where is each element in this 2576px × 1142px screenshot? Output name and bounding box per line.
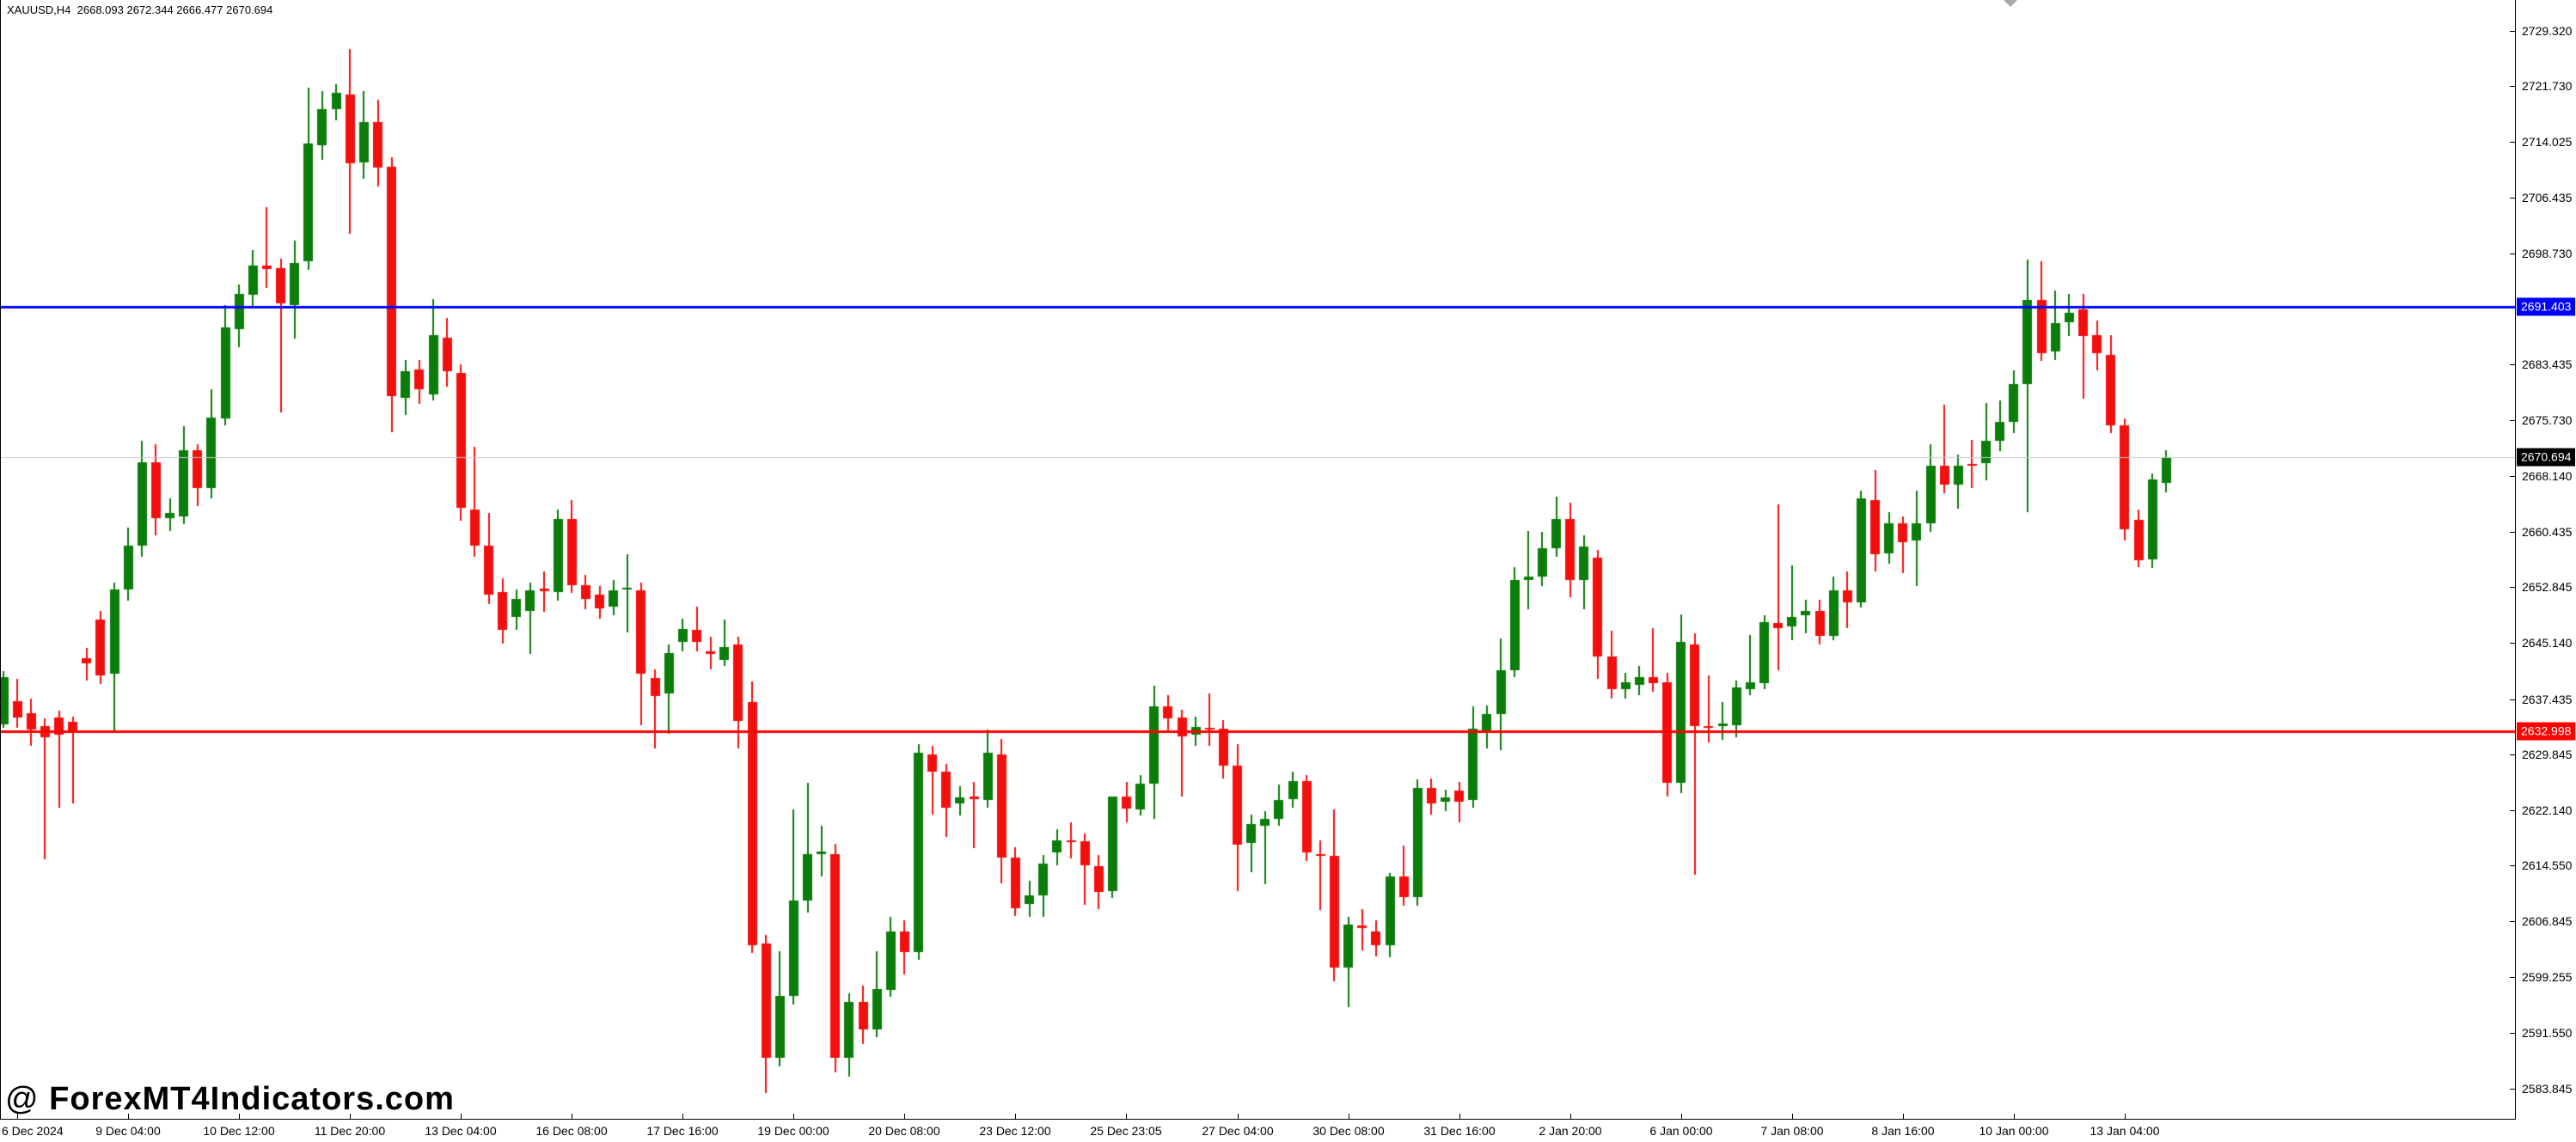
time-tick-mark bbox=[461, 1114, 462, 1119]
time-tick-label: 8 Jan 16:00 bbox=[1871, 1124, 1935, 1138]
time-tick-label: 17 Dec 16:00 bbox=[646, 1124, 719, 1138]
time-tick-mark bbox=[793, 1114, 794, 1119]
price-tick-label: 2675.730 bbox=[2522, 413, 2573, 428]
time-tick-label: 19 Dec 00:00 bbox=[757, 1124, 829, 1138]
time-tick-label: 10 Dec 12:00 bbox=[203, 1124, 275, 1138]
price-tick-mark bbox=[2510, 475, 2516, 477]
price-tick-mark bbox=[2510, 976, 2516, 978]
time-tick-mark bbox=[350, 1114, 351, 1119]
watermark: @ ForexMT4Indicators.com bbox=[5, 1081, 455, 1118]
time-tick-mark bbox=[2125, 1114, 2126, 1119]
support-line-price-badge: 2632.998 bbox=[2517, 722, 2576, 741]
price-tick-mark bbox=[2510, 253, 2516, 254]
price-tick-label: 2721.730 bbox=[2522, 79, 2573, 94]
price-tick-mark bbox=[2510, 587, 2516, 589]
price-tick-label: 2652.845 bbox=[2522, 580, 2573, 595]
price-tick-mark bbox=[2510, 1032, 2516, 1034]
price-tick-label: 2622.140 bbox=[2522, 803, 2573, 817]
price-tick-label: 2698.730 bbox=[2522, 246, 2573, 260]
time-tick-label: 30 Dec 08:00 bbox=[1312, 1124, 1385, 1138]
price-tick-mark bbox=[2510, 809, 2516, 811]
time-tick-mark bbox=[1570, 1114, 1571, 1119]
price-tick-label: 2683.435 bbox=[2522, 357, 2573, 372]
time-tick-label: 10 Jan 00:00 bbox=[1979, 1124, 2049, 1138]
time-tick-label: 13 Dec 04:00 bbox=[425, 1124, 497, 1138]
chart-left-border bbox=[0, 0, 1, 1119]
price-tick-mark bbox=[2510, 921, 2516, 923]
time-tick-mark bbox=[904, 1114, 905, 1119]
time-tick-label: 13 Jan 04:00 bbox=[2090, 1124, 2160, 1138]
time-axis-line bbox=[0, 1119, 2516, 1120]
price-tick-mark bbox=[2510, 754, 2516, 755]
time-tick-mark bbox=[1126, 1114, 1127, 1119]
time-tick-label: 2 Jan 20:00 bbox=[1539, 1124, 1602, 1138]
time-tick-label: 31 Dec 16:00 bbox=[1423, 1124, 1496, 1138]
time-tick-mark bbox=[17, 1114, 18, 1119]
time-tick-label: 6 Dec 2024 bbox=[2, 1124, 64, 1138]
time-tick-label: 7 Jan 08:00 bbox=[1760, 1124, 1824, 1138]
time-tick-mark bbox=[1681, 1114, 1682, 1119]
price-axis-line bbox=[2515, 0, 2516, 1120]
time-tick-label: 25 Dec 23:05 bbox=[1090, 1124, 1162, 1138]
price-tick-mark bbox=[2510, 31, 2516, 32]
time-tick-mark bbox=[682, 1114, 683, 1119]
price-tick-label: 2614.550 bbox=[2522, 858, 2573, 873]
time-tick-label: 11 Dec 20:00 bbox=[314, 1124, 386, 1138]
watermark-text: ForexMT4Indicators.com bbox=[49, 1081, 455, 1117]
price-tick-mark bbox=[2510, 420, 2516, 422]
price-tick-mark bbox=[2510, 531, 2516, 533]
time-tick-mark bbox=[1792, 1114, 1793, 1119]
time-tick-mark bbox=[1015, 1114, 1016, 1119]
price-tick-mark bbox=[2510, 1088, 2516, 1090]
price-tick-label: 2606.845 bbox=[2522, 914, 2573, 929]
time-tick-mark bbox=[1459, 1114, 1460, 1119]
watermark-at: @ bbox=[5, 1081, 50, 1117]
time-tick-mark bbox=[239, 1114, 240, 1119]
chart-shift-marker-icon bbox=[2004, 0, 2017, 7]
price-tick-label: 2714.025 bbox=[2522, 135, 2573, 150]
price-tick-label: 2729.320 bbox=[2522, 24, 2573, 38]
price-tick-mark bbox=[2510, 865, 2516, 867]
price-tick-mark bbox=[2510, 364, 2516, 366]
symbol-ohlc-title: XAUUSD,H4 2668.093 2672.344 2666.477 267… bbox=[7, 3, 273, 16]
price-tick-mark bbox=[2510, 643, 2516, 644]
time-tick-label: 9 Dec 04:00 bbox=[95, 1124, 161, 1138]
time-tick-label: 6 Jan 00:00 bbox=[1649, 1124, 1713, 1138]
price-tick-mark bbox=[2510, 86, 2516, 88]
time-tick-label: 20 Dec 08:00 bbox=[868, 1124, 940, 1138]
price-tick-label: 2591.550 bbox=[2522, 1025, 2573, 1040]
price-tick-label: 2599.255 bbox=[2522, 969, 2573, 984]
price-tick-mark bbox=[2510, 142, 2516, 144]
bid-price-line-price-badge: 2670.694 bbox=[2517, 448, 2576, 467]
time-tick-label: 27 Dec 04:00 bbox=[1202, 1124, 1274, 1138]
time-tick-mark bbox=[1903, 1114, 1904, 1119]
time-tick-mark bbox=[2014, 1114, 2015, 1119]
candlestick-chart-canvas[interactable] bbox=[0, 0, 2515, 1119]
price-tick-label: 2706.435 bbox=[2522, 190, 2573, 205]
price-tick-mark bbox=[2510, 699, 2516, 700]
time-tick-label: 23 Dec 12:00 bbox=[979, 1124, 1051, 1138]
price-tick-label: 2629.845 bbox=[2522, 747, 2573, 761]
resistance-line-price-badge: 2691.403 bbox=[2517, 297, 2576, 316]
time-tick-label: 16 Dec 08:00 bbox=[535, 1124, 608, 1138]
price-tick-label: 2668.140 bbox=[2522, 468, 2573, 483]
price-tick-label: 2637.435 bbox=[2522, 692, 2573, 706]
time-tick-mark bbox=[128, 1114, 129, 1119]
time-tick-mark bbox=[1238, 1114, 1239, 1119]
price-tick-label: 2660.435 bbox=[2522, 524, 2573, 539]
price-tick-label: 2645.140 bbox=[2522, 636, 2573, 650]
price-tick-label: 2583.845 bbox=[2522, 1081, 2573, 1096]
